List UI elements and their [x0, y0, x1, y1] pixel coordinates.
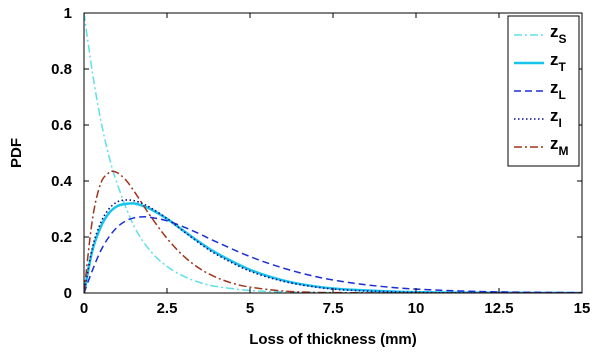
- y-axis-label: PDF: [8, 138, 25, 168]
- series-line-t: [84, 202, 582, 293]
- x-tick-label: 7.5: [323, 300, 344, 317]
- x-tick-label: 15: [574, 300, 591, 317]
- x-tick-label: 2.5: [157, 300, 178, 317]
- y-tick-label: 0: [64, 285, 72, 302]
- y-tick-label: 0.4: [51, 173, 73, 190]
- y-tick-label: 0.2: [51, 229, 72, 246]
- x-tick-label: 10: [408, 300, 425, 317]
- series-layer: [84, 13, 582, 293]
- x-tick-label: 0: [80, 300, 88, 317]
- y-tick-label: 0.8: [51, 61, 72, 78]
- x-tick-label: 12.5: [484, 300, 513, 317]
- legend-entry-i: zI: [514, 106, 562, 130]
- series-line-s: [84, 13, 582, 293]
- legend-label: zI: [550, 106, 562, 130]
- x-axis-label: Loss of thickness (mm): [249, 331, 417, 348]
- y-tick-label: 0.6: [51, 117, 72, 134]
- series-line-m: [84, 170, 582, 293]
- plot-area-frame: [83, 12, 583, 294]
- series-line-l: [84, 216, 582, 293]
- x-tick-label: 5: [246, 300, 254, 317]
- axis-ticks: 0 2.5 5 7.5 10 12.5 15 0 0.2 0.4 0.6 0.8 1: [51, 5, 590, 317]
- y-tick-label: 1: [64, 5, 72, 22]
